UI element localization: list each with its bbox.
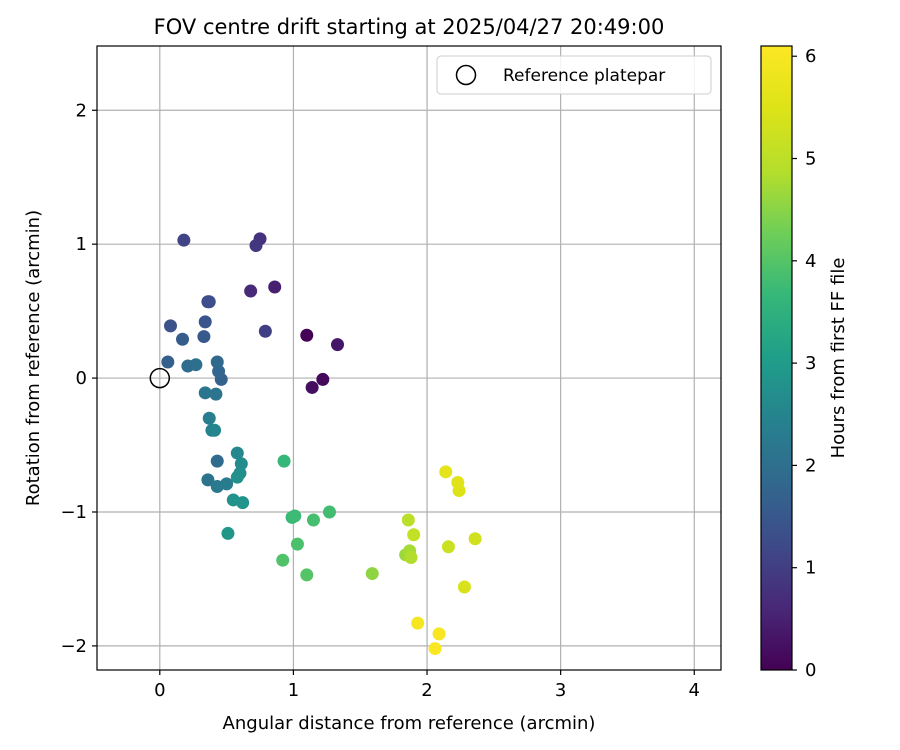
- data-point: [331, 338, 345, 352]
- data-point: [202, 295, 216, 309]
- y-axis-label: Rotation from reference (arcmin): [23, 210, 44, 506]
- data-point: [176, 332, 190, 346]
- data-point: [161, 355, 175, 369]
- data-point: [288, 509, 302, 523]
- data-point: [177, 233, 191, 247]
- legend-marker-icon: [455, 64, 477, 86]
- data-point: [220, 477, 234, 491]
- x-tick-label: 1: [288, 680, 299, 701]
- colorbar-tick-label: 4: [805, 251, 816, 272]
- x-tick-label: 2: [421, 680, 432, 701]
- data-point: [221, 526, 235, 540]
- y-axis-ticks: −2 −1 0 1 2: [60, 100, 97, 657]
- x-axis-ticks: 0 1 2 3 4: [154, 670, 700, 701]
- data-point: [198, 315, 212, 329]
- data-point: [404, 551, 418, 565]
- data-point: [163, 319, 177, 333]
- colorbar-tick-label: 1: [805, 558, 816, 579]
- x-tick-label: 0: [154, 680, 165, 701]
- y-tick-label: −2: [60, 636, 87, 657]
- y-tick-label: 1: [76, 234, 87, 255]
- chart-title: FOV centre drift starting at 2025/04/27 …: [154, 15, 665, 39]
- data-point: [202, 411, 216, 425]
- data-point: [210, 454, 224, 468]
- y-tick-label: 0: [76, 368, 87, 389]
- data-point: [258, 324, 272, 338]
- x-tick-label: 3: [555, 680, 566, 701]
- data-point: [208, 423, 222, 437]
- data-point: [230, 446, 244, 460]
- x-tick-label: 4: [689, 680, 700, 701]
- data-point: [428, 642, 442, 656]
- data-point: [401, 513, 415, 527]
- data-point: [432, 627, 446, 641]
- data-point: [210, 355, 224, 369]
- data-point: [201, 473, 215, 487]
- legend-box: [436, 55, 712, 95]
- data-point: [277, 454, 291, 468]
- y-tick-label: −1: [60, 502, 87, 523]
- data-point: [290, 537, 304, 551]
- colorbar: [760, 45, 793, 671]
- data-point: [189, 358, 203, 372]
- y-tick-label: 2: [76, 100, 87, 121]
- data-point: [249, 239, 263, 253]
- data-point: [322, 505, 336, 519]
- legend: Reference platepar: [436, 55, 712, 95]
- data-point: [439, 465, 453, 479]
- colorbar-label: Hours from first FF file: [828, 258, 849, 459]
- data-point: [236, 496, 250, 510]
- colorbar-ticks: 0 1 2 3 4 5 6: [792, 46, 816, 681]
- data-point: [268, 280, 282, 294]
- colorbar-tick-label: 2: [805, 455, 816, 476]
- data-point: [407, 528, 421, 542]
- data-point: [305, 380, 319, 394]
- data-point: [306, 513, 320, 527]
- data-point: [230, 470, 244, 484]
- data-point: [451, 476, 465, 490]
- legend-label: Reference platepar: [503, 66, 665, 86]
- data-point: [244, 284, 258, 298]
- data-point: [316, 372, 330, 386]
- colorbar-tick-label: 0: [805, 660, 816, 681]
- data-points: [161, 232, 482, 656]
- plot-area: [97, 46, 721, 670]
- data-point: [457, 580, 471, 594]
- data-point: [441, 540, 455, 554]
- data-point: [197, 330, 211, 344]
- data-point: [209, 387, 223, 401]
- grid-lines: [97, 46, 721, 670]
- plot-frame: [96, 45, 722, 671]
- data-point: [198, 386, 212, 400]
- data-point: [411, 616, 425, 630]
- colorbar-tick-label: 5: [805, 149, 816, 170]
- x-axis-label: Angular distance from reference (arcmin): [223, 713, 596, 734]
- data-point: [468, 532, 482, 546]
- data-point: [300, 568, 314, 582]
- data-point: [276, 553, 290, 567]
- colorbar-tick-label: 3: [805, 353, 816, 374]
- reference-platepar-marker: [149, 367, 171, 389]
- data-point: [365, 567, 379, 581]
- colorbar-tick-label: 6: [805, 46, 816, 67]
- data-point: [300, 328, 314, 342]
